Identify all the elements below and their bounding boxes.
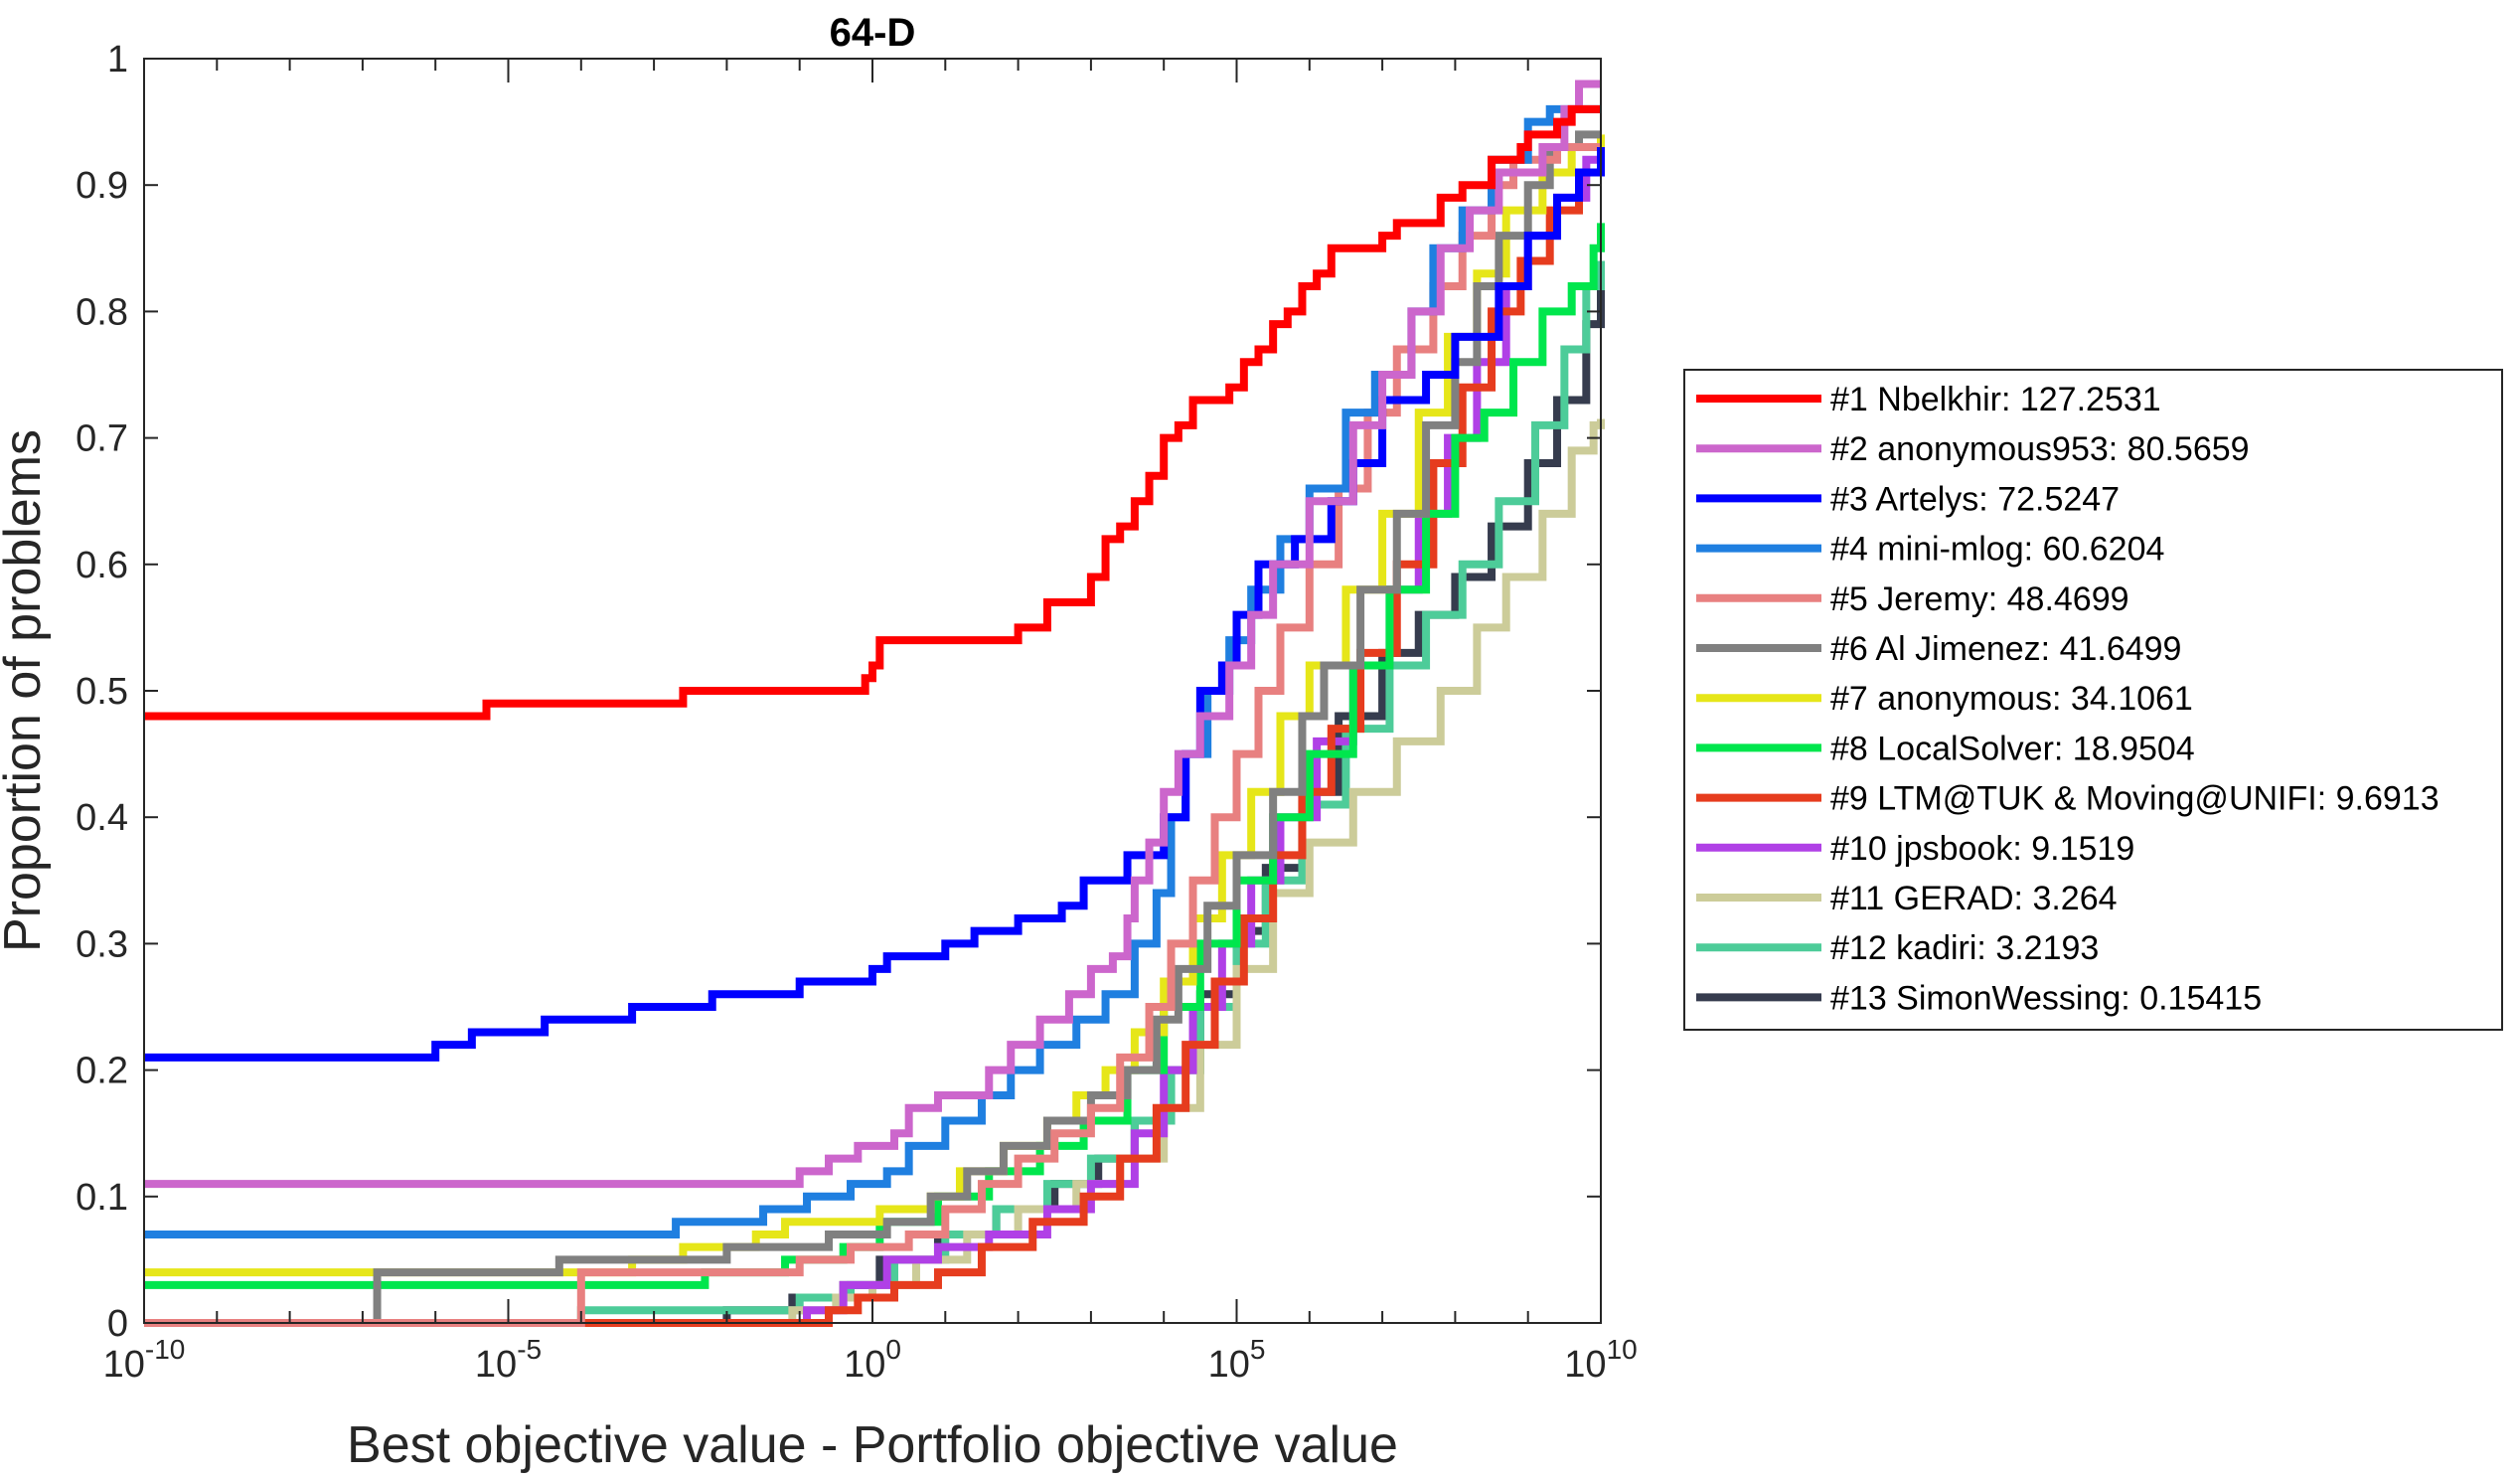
y-tick-label: 1 [107,39,128,81]
legend-item: #13 SimonWessing: 0.15415 [1696,979,2262,1017]
legend-item: #7 anonymous: 34.1061 [1696,680,2193,718]
legend-label: #5 Jeremy: 48.4699 [1830,580,2129,618]
legend-item: #6 Al Jimenez: 41.6499 [1696,630,2181,668]
series-line-3 [144,147,1605,1062]
legend-label: #13 SimonWessing: 0.15415 [1830,979,2262,1017]
legend-item: #4 mini-mlog: 60.6204 [1696,531,2164,569]
x-tick-label: 10-5 [475,1334,542,1386]
x-tick-label: 10-10 [103,1334,186,1386]
legend-item: #2 anonymous953: 80.5659 [1696,430,2250,468]
legend-label: #3 Artelys: 72.5247 [1830,480,2120,518]
legend-item: #5 Jeremy: 48.4699 [1696,580,2129,618]
legend-label: #11 GERAD: 3.264 [1830,880,2118,917]
series-line-4 [144,104,1601,1238]
y-tick-label: 0.5 [76,671,128,713]
legend-item: #11 GERAD: 3.264 [1696,880,2118,917]
x-axis-label: Best objective value - Portfolio objecti… [347,1416,1398,1474]
x-tick-label: 1010 [1564,1334,1637,1386]
y-tick-label: 0.8 [76,291,128,333]
legend-item: #8 LocalSolver: 18.9504 [1696,730,2195,767]
y-tick-label: 0.4 [76,797,128,839]
chart-title: 64-D [830,11,916,55]
legend-item: #10 jpsbook: 9.1519 [1696,830,2134,868]
legend-label: #9 LTM@TUK & Moving@UNIFI: 9.6913 [1830,780,2440,818]
y-tick-label: 0.9 [76,165,128,207]
legend-item: #3 Artelys: 72.5247 [1696,480,2120,518]
y-tick-label: 0.7 [76,418,128,460]
y-tick-label: 0 [107,1303,128,1345]
series-line-11 [144,418,1605,1327]
y-tick-label: 0.2 [76,1051,128,1092]
y-axis-label: Proportion of problems [0,429,52,952]
series-layer [144,80,1605,1327]
legend-item: #9 LTM@TUK & Moving@UNIFI: 9.6913 [1696,780,2440,818]
y-tick-label: 0.3 [76,923,128,965]
series-line-9 [144,168,1601,1327]
series-line-1 [144,104,1601,721]
legend-label: #7 anonymous: 34.1061 [1830,680,2193,718]
legend-item: #1 Nbelkhir: 127.2531 [1696,381,2161,418]
legend-label: #1 Nbelkhir: 127.2531 [1830,381,2161,418]
y-tick-label: 0.1 [76,1177,128,1219]
series-line-10 [144,155,1601,1327]
x-tick-label: 100 [844,1334,901,1386]
series-line-6 [144,130,1601,1327]
legend-label: #2 anonymous953: 80.5659 [1830,430,2250,468]
legend-item: #12 kadiri: 3.2193 [1696,929,2099,967]
legend-label: #12 kadiri: 3.2193 [1830,929,2099,967]
legend: #1 Nbelkhir: 127.2531 #2 anonymous953: 80… [1683,369,2503,1031]
legend-label: #10 jpsbook: 9.1519 [1830,830,2134,868]
legend-label: #8 LocalSolver: 18.9504 [1830,730,2195,767]
y-tick-label: 0.6 [76,545,128,586]
tick-layer: 0 0.1 0.2 0.3 0.4 0.5 0.6 0.7 0.8 0.9 1 10-10 10-5 10… [76,39,1638,1386]
series-line-2 [144,80,1601,1189]
legend-label: #6 Al Jimenez: 41.6499 [1830,630,2181,668]
legend-label: #4 mini-mlog: 60.6204 [1830,531,2164,569]
x-tick-label: 105 [1208,1334,1266,1386]
